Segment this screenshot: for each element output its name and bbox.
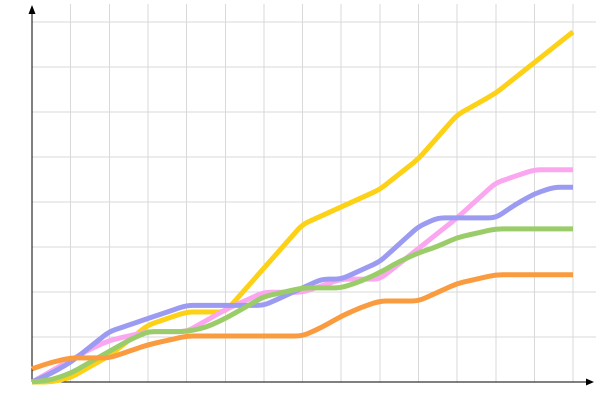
series-layer	[30, 29, 575, 385]
horizontal-gridlines	[32, 21, 596, 338]
x-axis-arrow-icon	[586, 378, 594, 386]
series-green	[31, 226, 573, 385]
series-pink	[30, 167, 573, 385]
y-axis-arrow-icon	[28, 5, 36, 14]
series-orange	[31, 272, 573, 372]
axis-group	[28, 5, 594, 386]
